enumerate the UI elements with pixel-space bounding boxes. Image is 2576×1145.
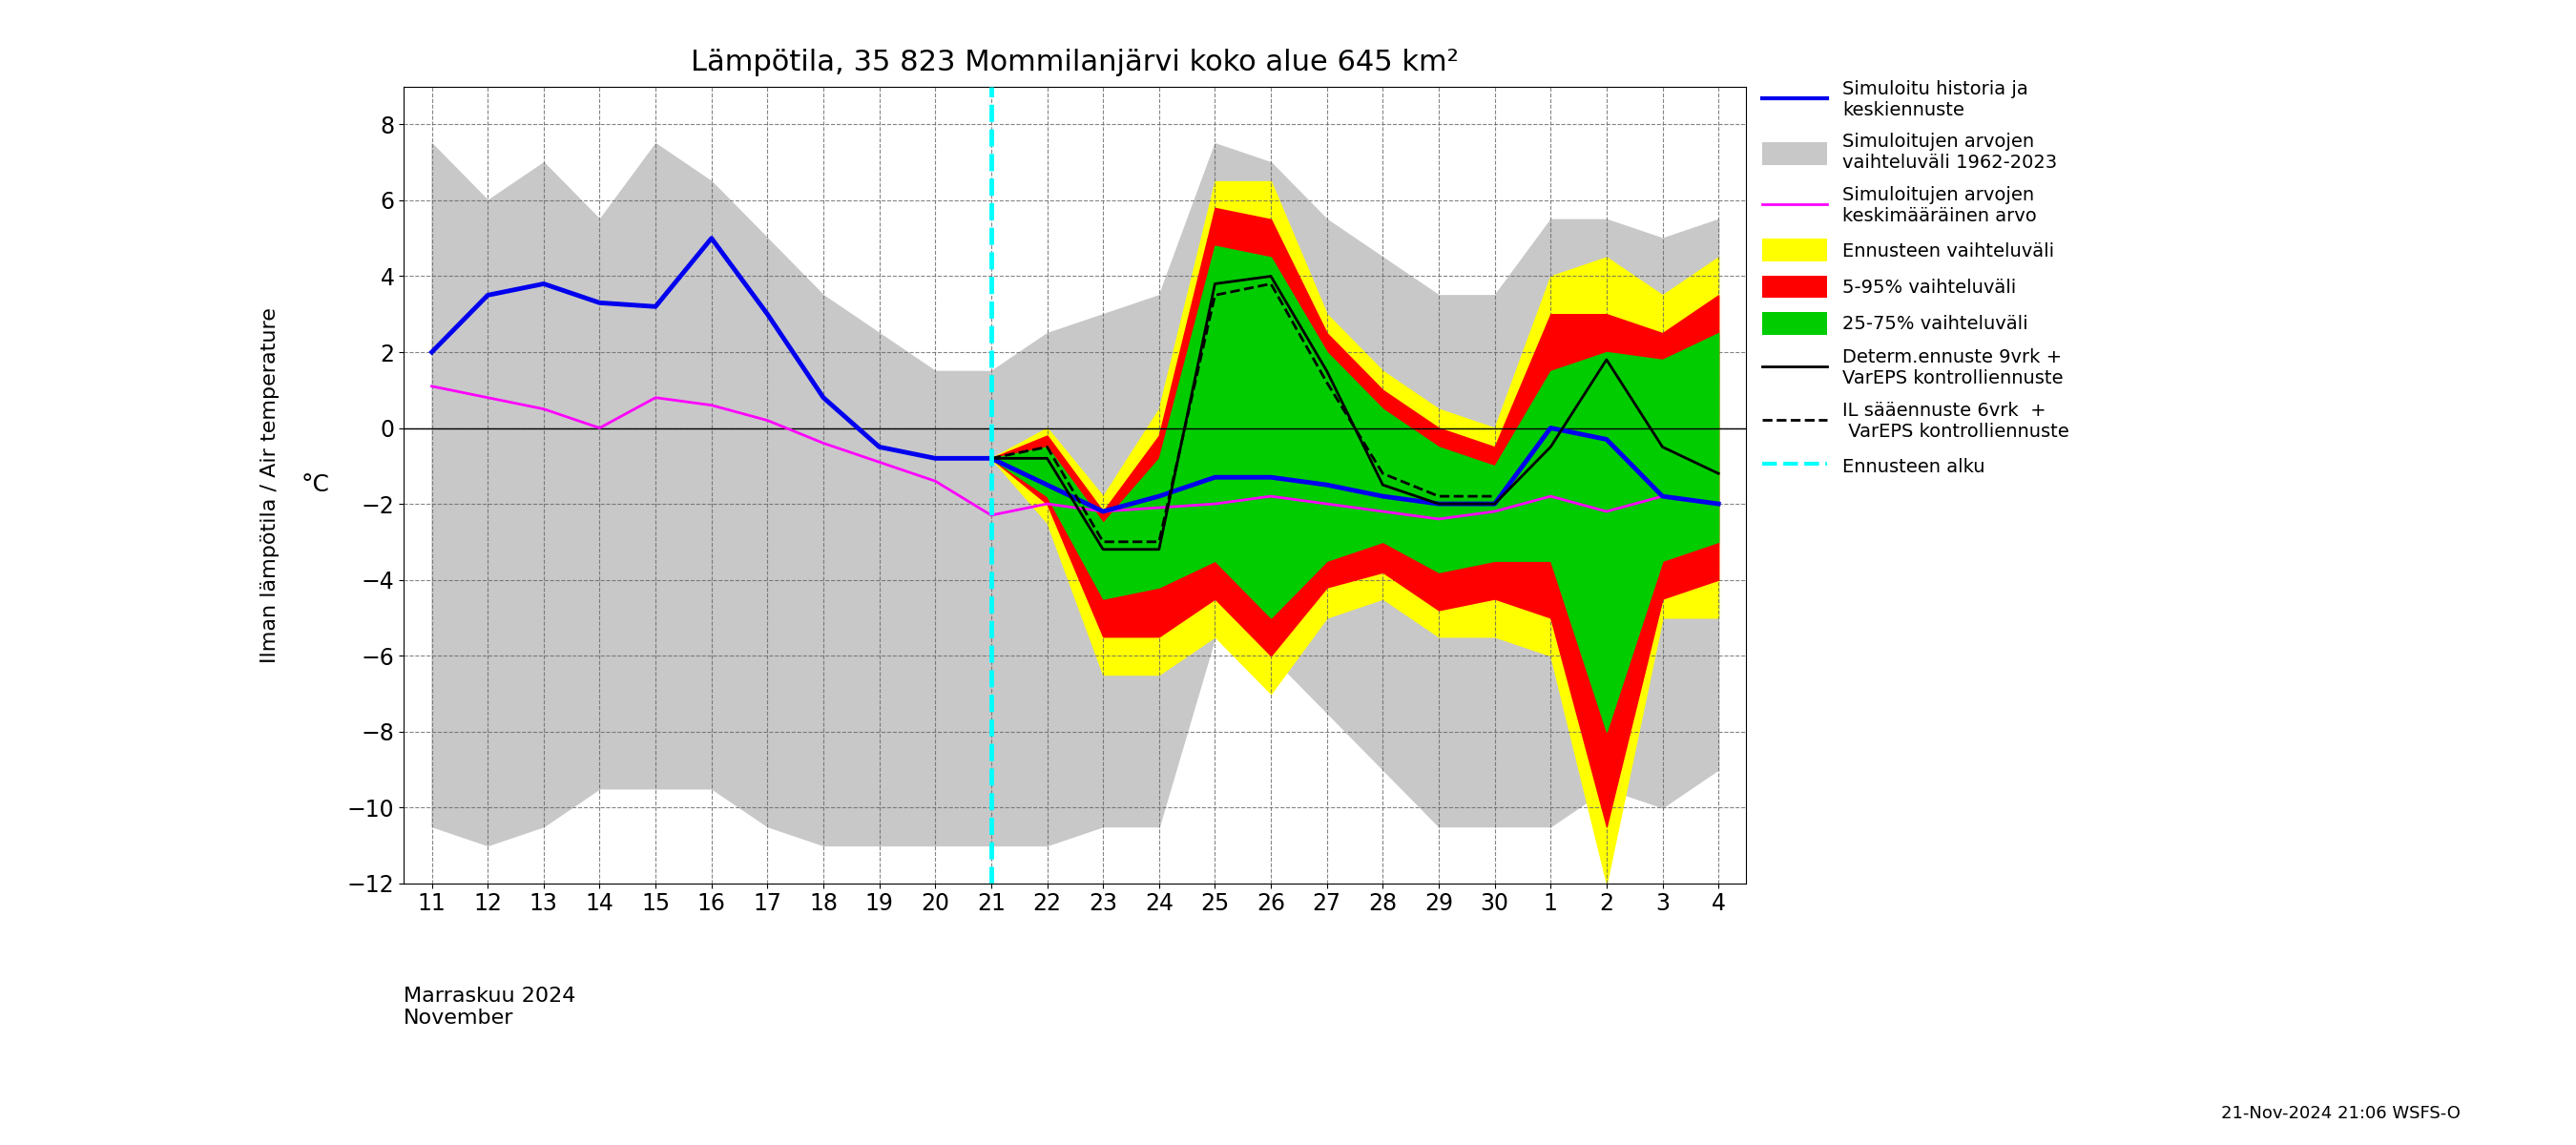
Text: °C: °C bbox=[301, 473, 330, 496]
Text: Marraskuu 2024
November: Marraskuu 2024 November bbox=[404, 987, 577, 1028]
Legend: Simuloitu historia ja
keskiennuste, Simuloitujen arvojen
vaihteluväli 1962-2023,: Simuloitu historia ja keskiennuste, Simu… bbox=[1762, 80, 2069, 477]
Text: 21-Nov-2024 21:06 WSFS-O: 21-Nov-2024 21:06 WSFS-O bbox=[2221, 1105, 2460, 1122]
Title: Lämpötila, 35 823 Mommilanjärvi koko alue 645 km²: Lämpötila, 35 823 Mommilanjärvi koko alu… bbox=[690, 48, 1458, 77]
Text: Ilman lämpötila / Air temperature: Ilman lämpötila / Air temperature bbox=[260, 307, 278, 663]
